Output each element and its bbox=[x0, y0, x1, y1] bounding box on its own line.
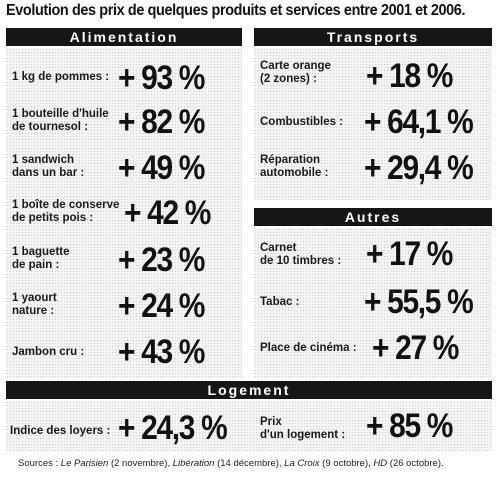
item-label: Prix bbox=[260, 416, 282, 428]
price-row: Carte orange (2 zones) : + 18 % bbox=[254, 54, 492, 98]
source-name: La Croix bbox=[284, 458, 320, 469]
item-label: 1 yaourt bbox=[12, 292, 57, 304]
price-row: 1 sandwich dans un bar : + 49 % bbox=[6, 146, 242, 190]
item-label: d'un logement : bbox=[260, 429, 346, 441]
item-value: + 24,3 % bbox=[118, 409, 228, 447]
item-label: 1 bouteille d'huile bbox=[12, 108, 109, 120]
source-name: HD bbox=[373, 458, 388, 469]
section-heading-transports: Transports bbox=[254, 28, 492, 46]
price-row: Tabac : + 55,5 % bbox=[254, 280, 492, 324]
source-date: (26 octobre). bbox=[387, 458, 444, 469]
sources-prefix: Sources : bbox=[18, 458, 61, 469]
price-row: Combustibles : + 64,1 % bbox=[254, 100, 492, 144]
price-row: Réparation automobile : + 29,4 % bbox=[254, 146, 492, 190]
section-alimentation: 1 kg de pommes : + 93 % 1 bouteille d'hu… bbox=[6, 48, 242, 378]
price-row: Place de cinéma : + 27 % bbox=[254, 326, 492, 370]
page-title: Evolution des prix de quelques produits … bbox=[6, 2, 466, 19]
item-value: + 49 % bbox=[118, 149, 205, 187]
item-value: + 24 % bbox=[118, 287, 205, 325]
item-value: + 27 % bbox=[372, 329, 459, 367]
item-value: + 85 % bbox=[366, 407, 453, 445]
section-heading-logement: Logement bbox=[6, 381, 492, 399]
price-row: Carnet de 10 timbres : + 17 % bbox=[254, 232, 492, 276]
price-row: 1 boîte de conserve de petits pois : + 4… bbox=[6, 191, 242, 235]
price-row: Indice des loyers : + 24,3 % bbox=[6, 403, 246, 447]
item-label: Indice des loyers : bbox=[10, 425, 111, 437]
item-label: Jambon cru : bbox=[12, 346, 85, 358]
item-value: + 18 % bbox=[366, 57, 453, 95]
item-label: dans un bar : bbox=[12, 167, 85, 179]
item-label: Tabac : bbox=[260, 296, 300, 308]
item-label: Place de cinéma : bbox=[260, 342, 357, 354]
item-value: + 29,4 % bbox=[364, 149, 474, 187]
price-row: 1 baguette de pain : + 23 % bbox=[6, 238, 242, 282]
item-value: + 17 % bbox=[366, 235, 453, 273]
item-label: (2 zones) : bbox=[260, 73, 317, 85]
source-date: (2 novembre), bbox=[108, 458, 173, 469]
item-value: + 23 % bbox=[118, 241, 205, 279]
item-value: + 93 % bbox=[118, 59, 205, 97]
section-heading-autres: Autres bbox=[254, 208, 492, 226]
item-label: de petits pois : bbox=[12, 212, 94, 224]
item-value: + 42 % bbox=[124, 194, 211, 232]
source-date: (14 décembre), bbox=[214, 458, 285, 469]
source-name: Le Parisien bbox=[60, 458, 109, 469]
item-value: + 55,5 % bbox=[364, 283, 474, 321]
item-label: automobile : bbox=[260, 167, 329, 179]
item-label: Combustibles : bbox=[260, 116, 344, 128]
item-label: Carte orange bbox=[260, 60, 331, 72]
section-transports: Carte orange (2 zones) : + 18 % Combusti… bbox=[254, 48, 492, 200]
section-autres: Carnet de 10 timbres : + 17 % Tabac : + … bbox=[254, 228, 492, 378]
item-label: Carnet bbox=[260, 242, 297, 254]
price-row: 1 yaourt nature : + 24 % bbox=[6, 284, 242, 328]
item-label: nature : bbox=[12, 305, 55, 317]
section-logement: Indice des loyers : + 24,3 % Prix d'un l… bbox=[6, 401, 492, 451]
source-date: (9 octobre), bbox=[319, 458, 374, 469]
price-row: Jambon cru : + 43 % bbox=[6, 330, 242, 374]
item-value: + 43 % bbox=[118, 333, 205, 371]
item-label: 1 boîte de conserve bbox=[12, 199, 120, 211]
item-label: de 10 timbres : bbox=[260, 255, 342, 267]
item-label: 1 baguette bbox=[12, 246, 70, 258]
item-label: Réparation bbox=[260, 154, 321, 166]
item-value: + 64,1 % bbox=[364, 103, 474, 141]
source-name: Libération bbox=[172, 458, 215, 469]
item-value: + 82 % bbox=[118, 103, 205, 141]
price-row: 1 bouteille d'huile de tournesol : + 82 … bbox=[6, 100, 242, 144]
item-label: de tournesol : bbox=[12, 121, 89, 133]
sources-footnote: Sources : Le Parisien (2 novembre), Libé… bbox=[18, 458, 444, 469]
price-row: Prix d'un logement : + 85 % bbox=[254, 403, 492, 447]
item-label: 1 sandwich bbox=[12, 154, 74, 166]
item-label: 1 kg de pommes : bbox=[12, 71, 110, 83]
item-label: de pain : bbox=[12, 259, 60, 271]
price-row: 1 kg de pommes : + 93 % bbox=[6, 56, 242, 100]
section-heading-alimentation: Alimentation bbox=[6, 28, 242, 46]
